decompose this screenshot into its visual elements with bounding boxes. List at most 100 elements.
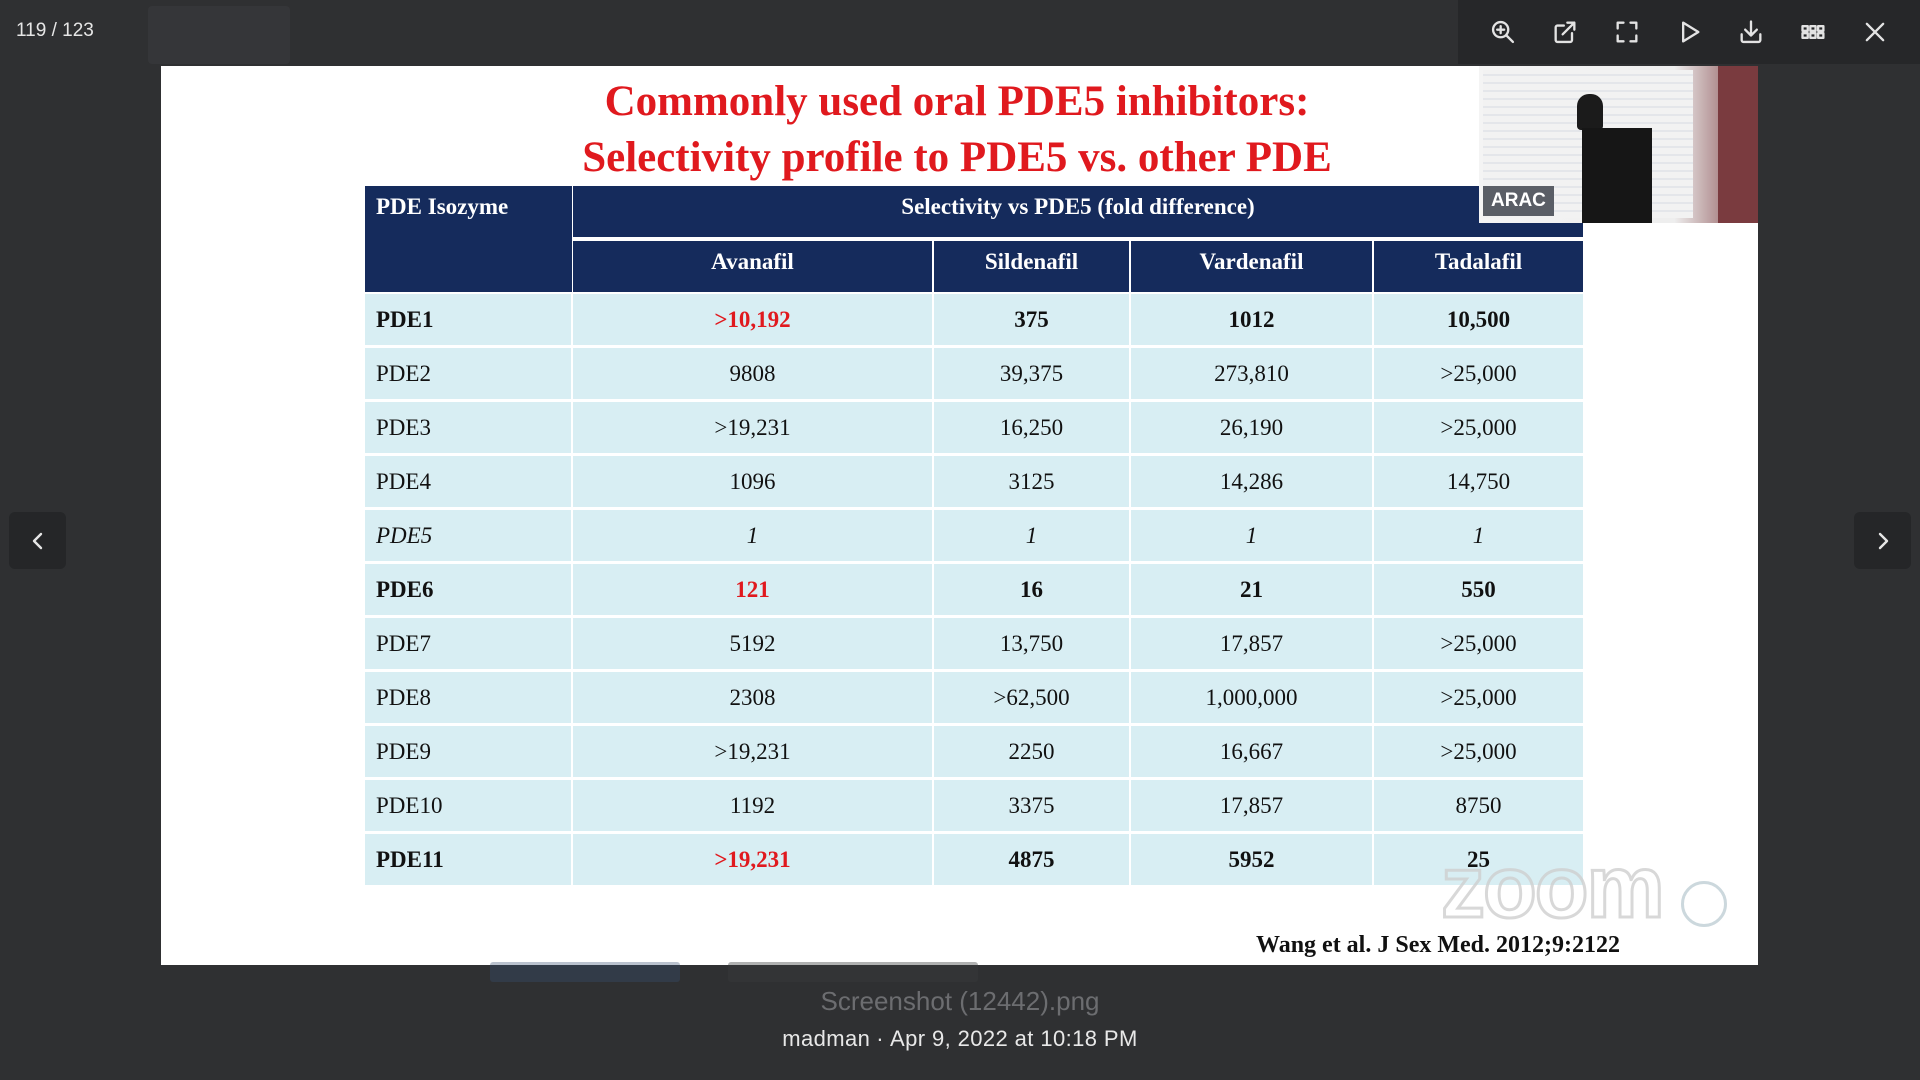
- stage-curtain: [1718, 66, 1758, 223]
- row-label: PDE3: [365, 402, 571, 453]
- cell-tadalafil: 14,750: [1374, 456, 1583, 507]
- cell-tadalafil: >25,000: [1374, 348, 1583, 399]
- fullscreen-button[interactable]: [1607, 12, 1647, 52]
- cell-sildenafil: 39,375: [934, 348, 1129, 399]
- cell-tadalafil: 8750: [1374, 780, 1583, 831]
- cell-avanafil: 5192: [573, 618, 932, 669]
- image-meta: madman · Apr 9, 2022 at 10:18 PM: [0, 1026, 1920, 1052]
- row-label: PDE1: [365, 294, 571, 345]
- cell-sildenafil: 4875: [934, 834, 1129, 885]
- zoom-watermark: zoom: [1440, 836, 1667, 938]
- cell-vardenafil: 21: [1131, 564, 1372, 615]
- cell-vardenafil: 1,000,000: [1131, 672, 1372, 723]
- cell-vardenafil: 1012: [1131, 294, 1372, 345]
- next-image-button[interactable]: [1854, 512, 1911, 569]
- cell-avanafil: >19,231: [573, 834, 932, 885]
- cell-avanafil: >10,192: [573, 294, 932, 345]
- close-icon: [1865, 22, 1885, 42]
- background-thumbnail: [148, 6, 290, 64]
- table-body: PDE1 >10,192 375 1012 10,500 PDE2 9808 3…: [365, 294, 1583, 888]
- cell-tadalafil: >25,000: [1374, 672, 1583, 723]
- cell-tadalafil: 1: [1374, 510, 1583, 561]
- meta-separator: ·: [876, 1026, 885, 1051]
- row-label: PDE11: [365, 834, 571, 885]
- header-selectivity: Selectivity vs PDE5 (fold difference): [573, 186, 1583, 237]
- timestamp: Apr 9, 2022 at 10:18 PM: [890, 1026, 1138, 1051]
- play-icon: [1682, 21, 1700, 43]
- header-drug-avanafil: Avanafil: [573, 241, 932, 292]
- row-label: PDE8: [365, 672, 571, 723]
- cell-tadalafil: >25,000: [1374, 402, 1583, 453]
- header-drug-tadalafil: Tadalafil: [1374, 241, 1583, 292]
- cell-avanafil: >19,231: [573, 402, 932, 453]
- image-counter: 119 / 123: [16, 20, 94, 41]
- download-button[interactable]: [1731, 12, 1771, 52]
- podium: [1582, 128, 1652, 223]
- cell-avanafil: 1: [573, 510, 932, 561]
- close-button[interactable]: [1855, 12, 1895, 52]
- cell-tadalafil: 25: [1374, 834, 1583, 885]
- table-row: PDE5 1 1 1 1: [365, 510, 1583, 561]
- cell-vardenafil: 16,667: [1131, 726, 1372, 777]
- slide-image: Commonly used oral PDE5 inhibitors: Sele…: [161, 66, 1758, 965]
- row-label: PDE7: [365, 618, 571, 669]
- cell-sildenafil: 2250: [934, 726, 1129, 777]
- play-slideshow-button[interactable]: [1669, 12, 1709, 52]
- background-thumbnail: [728, 962, 978, 982]
- header-isozyme: PDE Isozyme: [365, 186, 572, 292]
- cell-vardenafil: 17,857: [1131, 780, 1372, 831]
- chevron-left-icon: [32, 532, 42, 549]
- table-row: PDE2 9808 39,375 273,810 >25,000: [365, 348, 1583, 399]
- author-name: madman: [782, 1026, 871, 1051]
- cell-vardenafil: 14,286: [1131, 456, 1372, 507]
- table-row: PDE6 121 16 21 550: [365, 564, 1583, 615]
- cell-vardenafil: 26,190: [1131, 402, 1372, 453]
- cell-sildenafil: 16,250: [934, 402, 1129, 453]
- table-row: PDE7 5192 13,750 17,857 >25,000: [365, 618, 1583, 669]
- previous-image-button[interactable]: [9, 512, 66, 569]
- table-row: PDE8 2308 >62,500 1,000,000 >25,000: [365, 672, 1583, 723]
- row-label: PDE6: [365, 564, 571, 615]
- slide-title-line1: Commonly used oral PDE5 inhibitors:: [604, 78, 1310, 125]
- image-filename: Screenshot (12442).png: [820, 986, 1100, 1016]
- inset-badge: ARAC: [1483, 186, 1554, 216]
- cell-avanafil: >19,231: [573, 726, 932, 777]
- cell-sildenafil: 16: [934, 564, 1129, 615]
- table-row: PDE1 >10,192 375 1012 10,500: [365, 294, 1583, 345]
- society-seal-icon: [1681, 881, 1727, 927]
- cell-avanafil: 1096: [573, 456, 932, 507]
- cell-sildenafil: 1: [934, 510, 1129, 561]
- cell-vardenafil: 273,810: [1131, 348, 1372, 399]
- zoom-in-icon: [1491, 20, 1515, 44]
- open-external-button[interactable]: [1545, 12, 1585, 52]
- cell-vardenafil: 17,857: [1131, 618, 1372, 669]
- download-icon: [1740, 20, 1762, 44]
- table-row: PDE11 >19,231 4875 5952 25: [365, 834, 1583, 885]
- viewer-toolbar: [1458, 0, 1920, 64]
- open-external-icon: [1554, 21, 1576, 44]
- zoom-in-button[interactable]: [1483, 12, 1523, 52]
- table-row: PDE9 >19,231 2250 16,667 >25,000: [365, 726, 1583, 777]
- cell-sildenafil: >62,500: [934, 672, 1129, 723]
- cell-sildenafil: 375: [934, 294, 1129, 345]
- cell-vardenafil: 1: [1131, 510, 1372, 561]
- row-label: PDE5: [365, 510, 571, 561]
- chevron-right-icon: [1878, 532, 1888, 549]
- row-label: PDE2: [365, 348, 571, 399]
- slide-title-line2: Selectivity profile to PDE5 vs. other PD…: [582, 134, 1332, 181]
- speaker-video-inset: ARAC: [1479, 66, 1758, 223]
- cell-sildenafil: 3125: [934, 456, 1129, 507]
- cell-sildenafil: 13,750: [934, 618, 1129, 669]
- cell-tadalafil: 10,500: [1374, 294, 1583, 345]
- table-row: PDE4 1096 3125 14,286 14,750: [365, 456, 1583, 507]
- cell-vardenafil: 5952: [1131, 834, 1372, 885]
- speaker-figure: [1577, 94, 1603, 130]
- slide-citation: Wang et al. J Sex Med. 2012;9:2122: [1256, 932, 1620, 958]
- cell-sildenafil: 3375: [934, 780, 1129, 831]
- fullscreen-icon: [1616, 21, 1638, 43]
- cell-avanafil: 1192: [573, 780, 932, 831]
- cell-tadalafil: 550: [1374, 564, 1583, 615]
- row-label: PDE9: [365, 726, 571, 777]
- grid-view-button[interactable]: [1793, 12, 1833, 52]
- table-row: PDE10 1192 3375 17,857 8750: [365, 780, 1583, 831]
